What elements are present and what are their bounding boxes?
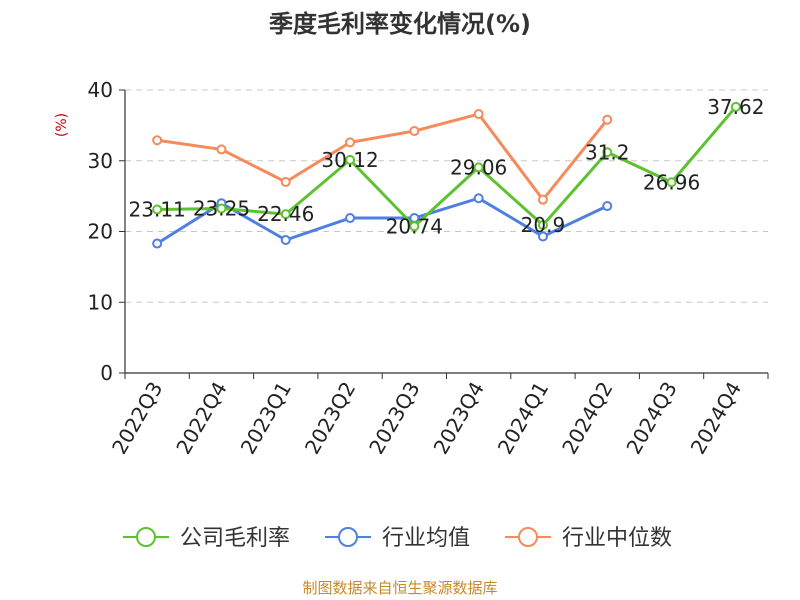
legend-item[interactable]: 公司毛利率 xyxy=(123,526,290,551)
x-tick-label: 2024Q2 xyxy=(557,378,617,459)
data-point xyxy=(152,204,163,215)
series-lines xyxy=(152,101,741,249)
x-tick-label: 2023Q2 xyxy=(300,378,360,459)
legend[interactable]: 公司毛利率 行业均值 行业中位数 xyxy=(123,526,672,551)
data-label: 23.11 xyxy=(129,197,186,221)
data-point xyxy=(409,126,420,137)
y-tick-label: 0 xyxy=(100,361,113,385)
y-axis-unit: (%) xyxy=(54,113,70,137)
series-0 xyxy=(152,101,741,232)
data-point xyxy=(216,203,227,214)
data-label: 37.62 xyxy=(707,95,764,119)
data-point xyxy=(602,114,613,125)
x-tick-label: 2024Q4 xyxy=(686,378,746,459)
x-tick-label: 2023Q3 xyxy=(364,378,424,459)
data-label: 20.9 xyxy=(521,213,566,237)
legend-label: 行业中位数 xyxy=(562,526,672,551)
chart-title: 季度毛利率变化情况(%) xyxy=(269,10,531,38)
legend-marker xyxy=(338,527,358,547)
legend-marker xyxy=(518,527,538,547)
data-point xyxy=(280,209,291,220)
x-tick-label: 2022Q3 xyxy=(107,378,167,459)
y-tick-label: 40 xyxy=(88,78,113,102)
data-label: 31.2 xyxy=(585,140,630,164)
data-point xyxy=(602,201,613,212)
data-labels: 23.11 23.25 22.46 30.12 20.74 29.06 20.9 31.2 26… xyxy=(129,95,765,238)
data-point xyxy=(473,193,484,204)
x-tick-label: 2023Q1 xyxy=(236,378,296,459)
grid xyxy=(125,89,768,303)
legend-label: 行业均值 xyxy=(382,526,470,551)
legend-label: 公司毛利率 xyxy=(180,526,290,551)
data-point xyxy=(473,162,484,173)
data-point xyxy=(280,234,291,245)
series-2 xyxy=(152,109,613,205)
data-point xyxy=(537,220,548,231)
data-point xyxy=(409,221,420,232)
data-point xyxy=(730,101,741,112)
data-label: 22.46 xyxy=(257,202,314,226)
data-label: 23.25 xyxy=(193,197,250,221)
x-tick-label: 2022Q4 xyxy=(171,378,231,459)
y-tick-label: 30 xyxy=(88,149,113,173)
data-point xyxy=(152,238,163,249)
data-point xyxy=(537,194,548,205)
y-tick-label: 10 xyxy=(88,290,113,314)
data-point xyxy=(152,135,163,146)
series-line xyxy=(157,105,737,228)
data-point xyxy=(345,137,356,148)
legend-item[interactable]: 行业均值 xyxy=(325,526,470,551)
legend-marker xyxy=(136,527,156,547)
x-tick-label: 2024Q3 xyxy=(621,378,681,459)
legend-item[interactable]: 行业中位数 xyxy=(505,526,672,551)
series-line xyxy=(156,112,609,202)
data-label: 30.12 xyxy=(321,148,378,172)
x-tick-label: 2024Q1 xyxy=(493,378,553,459)
data-label: 29.06 xyxy=(450,155,507,179)
data-point xyxy=(345,213,356,224)
data-label: 20.74 xyxy=(386,214,443,238)
data-point xyxy=(473,109,484,120)
data-point xyxy=(666,177,677,188)
x-tick-label: 2023Q4 xyxy=(429,378,489,459)
source-note: 制图数据来自恒生聚源数据库 xyxy=(302,579,497,597)
data-point xyxy=(602,147,613,158)
data-label: 26.96 xyxy=(643,170,700,194)
y-tick-label: 20 xyxy=(88,220,113,244)
data-point xyxy=(537,231,548,242)
data-point xyxy=(345,154,356,165)
data-point xyxy=(216,144,227,155)
data-point xyxy=(280,176,291,187)
